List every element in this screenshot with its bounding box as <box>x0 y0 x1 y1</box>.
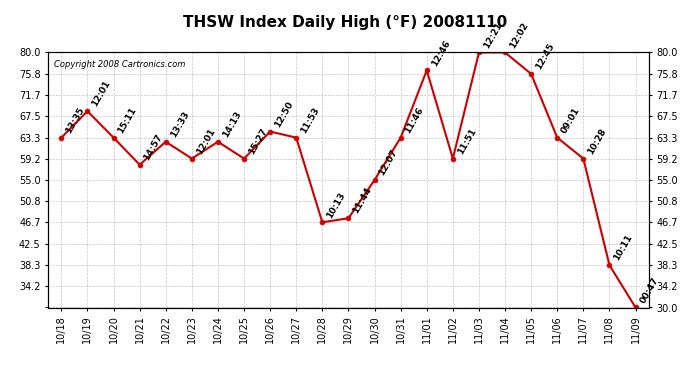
Text: 12:45: 12:45 <box>534 42 556 71</box>
Text: 09:01: 09:01 <box>560 106 582 135</box>
Text: Copyright 2008 Cartronics.com: Copyright 2008 Cartronics.com <box>55 60 186 69</box>
Text: 11:46: 11:46 <box>404 105 426 135</box>
Text: 15:27: 15:27 <box>247 126 269 156</box>
Text: 14:13: 14:13 <box>221 110 243 139</box>
Text: 12:02: 12:02 <box>508 21 530 50</box>
Text: 10:28: 10:28 <box>586 127 608 156</box>
Text: 10:11: 10:11 <box>612 233 634 262</box>
Text: 13:33: 13:33 <box>168 110 190 139</box>
Text: 11:53: 11:53 <box>299 106 321 135</box>
Text: 11:44: 11:44 <box>351 186 373 216</box>
Text: 00:47: 00:47 <box>638 275 660 305</box>
Text: 12:01: 12:01 <box>195 127 217 156</box>
Text: 12:46: 12:46 <box>430 38 452 68</box>
Text: 12:01: 12:01 <box>90 79 112 108</box>
Text: 15:11: 15:11 <box>117 106 139 135</box>
Text: 10:13: 10:13 <box>325 190 347 219</box>
Text: 12:50: 12:50 <box>273 100 295 129</box>
Text: 12:07: 12:07 <box>377 148 400 177</box>
Text: 14:57: 14:57 <box>142 132 165 162</box>
Text: THSW Index Daily High (°F) 20081110: THSW Index Daily High (°F) 20081110 <box>183 15 507 30</box>
Text: 13:35: 13:35 <box>64 106 86 135</box>
Text: 12:21: 12:21 <box>482 20 504 50</box>
Text: 11:51: 11:51 <box>455 126 477 156</box>
